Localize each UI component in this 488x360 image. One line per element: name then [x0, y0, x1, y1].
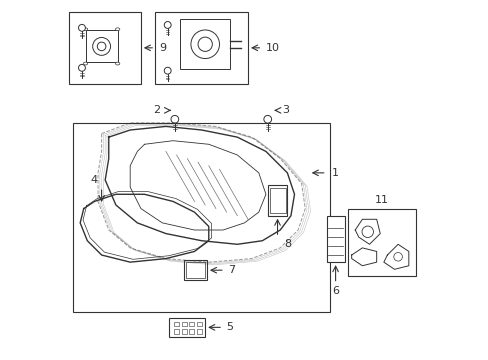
Bar	[180, 19, 230, 69]
Bar	[189, 329, 194, 334]
Text: 10: 10	[265, 43, 279, 53]
Circle shape	[79, 24, 85, 31]
Text: 1: 1	[331, 168, 338, 178]
Bar	[85, 30, 118, 63]
Ellipse shape	[83, 62, 87, 65]
Circle shape	[165, 23, 169, 27]
Bar	[197, 322, 202, 327]
Bar	[181, 322, 186, 327]
Circle shape	[198, 37, 212, 51]
Circle shape	[171, 116, 178, 123]
Bar	[173, 322, 179, 327]
Bar	[267, 185, 287, 216]
Bar	[155, 12, 247, 84]
Circle shape	[173, 117, 176, 121]
Bar	[173, 329, 179, 334]
Text: 9: 9	[159, 43, 165, 53]
Circle shape	[93, 37, 110, 55]
Bar	[181, 329, 186, 334]
Circle shape	[97, 42, 106, 51]
Bar	[73, 123, 329, 312]
Ellipse shape	[83, 28, 87, 31]
Bar	[183, 260, 206, 280]
Bar	[269, 188, 285, 213]
Bar	[169, 318, 205, 337]
Circle shape	[265, 117, 269, 121]
Text: 4: 4	[91, 175, 98, 185]
Text: 7: 7	[228, 265, 235, 275]
Bar	[347, 208, 415, 276]
Circle shape	[264, 116, 271, 123]
Ellipse shape	[115, 62, 120, 65]
Circle shape	[164, 22, 171, 28]
Bar	[326, 216, 344, 262]
Text: 2: 2	[153, 105, 160, 115]
Text: 5: 5	[226, 322, 233, 332]
Bar	[69, 12, 141, 84]
Circle shape	[80, 66, 83, 69]
Bar	[189, 322, 194, 327]
Text: 3: 3	[282, 105, 288, 115]
Text: 8: 8	[283, 239, 290, 249]
Circle shape	[164, 67, 171, 74]
Circle shape	[80, 26, 83, 30]
Circle shape	[165, 69, 169, 72]
Bar	[185, 262, 204, 278]
Bar	[197, 329, 202, 334]
Text: 6: 6	[331, 286, 338, 296]
Text: 11: 11	[374, 195, 388, 204]
Circle shape	[393, 252, 402, 261]
Circle shape	[79, 64, 85, 71]
Ellipse shape	[115, 28, 120, 31]
Circle shape	[361, 226, 373, 238]
Circle shape	[190, 30, 219, 59]
